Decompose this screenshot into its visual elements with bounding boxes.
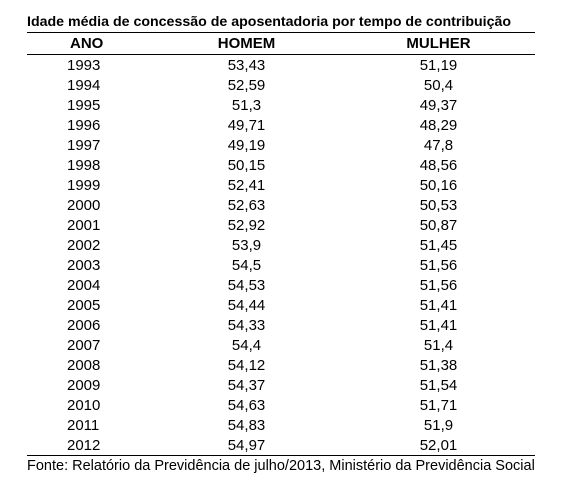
cell-homem: 54,4 (231, 336, 262, 354)
source-note: Fonte: Relatório da Previdência de julho… (27, 458, 535, 474)
cell-mulher: 51,4 (423, 336, 454, 354)
cell-ano: 1993 (67, 56, 101, 74)
table-row: 2006 54,33 51,41 (27, 315, 535, 335)
data-table: ANO HOMEM MULHER 1993 53,43 51,19 1994 52,59… (27, 33, 535, 456)
table-title: Idade média de concessão de aposentadori… (27, 13, 535, 33)
cell-homem: 54,63 (227, 396, 266, 414)
cell-mulher: 50,16 (419, 176, 458, 194)
cell-mulher: 51,71 (419, 396, 458, 414)
cell-mulher: 52,01 (342, 435, 535, 456)
table-row: 2009 54,37 51,54 (27, 375, 535, 395)
cell-homem: 52,59 (227, 76, 266, 94)
cell-homem: 52,92 (227, 216, 266, 234)
table-row: 1999 52,41 50,16 (27, 175, 535, 195)
cell-homem: 54,83 (227, 416, 266, 434)
table-row: 1998 50,15 48,56 (27, 155, 535, 175)
table-row: 1996 49,71 48,29 (27, 115, 535, 135)
cell-homem: 54,33 (227, 316, 266, 334)
cell-mulher: 51,41 (419, 296, 458, 314)
cell-homem: 54,44 (227, 296, 266, 314)
cell-homem: 53,9 (231, 236, 262, 254)
cell-homem: 52,63 (227, 196, 266, 214)
cell-ano: 2004 (67, 276, 101, 294)
cell-ano: 2009 (67, 376, 101, 394)
table-row: 1993 53,43 51,19 (27, 55, 535, 76)
cell-ano: 2007 (67, 336, 101, 354)
cell-ano: 2012 (27, 435, 151, 456)
cell-ano: 2011 (67, 416, 100, 434)
cell-ano: 1994 (67, 76, 101, 94)
header-homem: HOMEM (151, 33, 342, 55)
table-row: 2001 52,92 50,87 (27, 215, 535, 235)
cell-homem: 54,12 (227, 356, 266, 374)
cell-mulher: 49,37 (419, 96, 458, 114)
cell-mulher: 51,9 (423, 416, 454, 434)
cell-ano: 1998 (67, 156, 101, 174)
table-row: 1994 52,59 50,4 (27, 75, 535, 95)
header-ano: ANO (27, 33, 151, 55)
cell-ano: 2005 (67, 296, 101, 314)
table-row: 2010 54,63 51,71 (27, 395, 535, 415)
cell-homem: 54,53 (227, 276, 266, 294)
cell-ano: 1999 (67, 176, 101, 194)
cell-mulher: 51,54 (419, 376, 458, 394)
table-row: 2012 54,97 52,01 (27, 435, 535, 456)
cell-ano: 2008 (67, 356, 101, 374)
cell-homem: 54,5 (231, 256, 262, 274)
cell-mulher: 50,87 (419, 216, 458, 234)
cell-mulher: 48,56 (419, 156, 458, 174)
cell-homem: 51,3 (231, 96, 262, 114)
cell-ano: 2010 (67, 396, 101, 414)
table-row: 2003 54,5 51,56 (27, 255, 535, 275)
cell-homem: 54,37 (227, 376, 266, 394)
cell-mulher: 51,38 (419, 356, 458, 374)
cell-mulher: 51,41 (419, 316, 458, 334)
table-row: 1997 49,19 47,8 (27, 135, 535, 155)
cell-ano: 2006 (67, 316, 101, 334)
cell-mulher: 51,56 (419, 276, 458, 294)
table-header: ANO HOMEM MULHER (27, 33, 535, 55)
cell-ano: 2000 (67, 196, 101, 214)
cell-mulher: 50,53 (419, 196, 458, 214)
document: Idade média de concessão de aposentadori… (27, 13, 535, 474)
cell-mulher: 51,45 (419, 236, 458, 254)
cell-ano: 1996 (67, 116, 101, 134)
cell-ano: 1997 (67, 136, 101, 154)
header-row: ANO HOMEM MULHER (27, 33, 535, 55)
cell-homem: 49,71 (227, 116, 266, 134)
cell-homem: 49,19 (227, 136, 266, 154)
cell-mulher: 48,29 (419, 116, 458, 134)
table-row: 2008 54,12 51,38 (27, 355, 535, 375)
table-row: 2000 52,63 50,53 (27, 195, 535, 215)
table-row: 2011 54,83 51,9 (27, 415, 535, 435)
table-body: 1993 53,43 51,19 1994 52,59 50,4 1995 51,3 49,37… (27, 55, 535, 456)
table-row: 2007 54,4 51,4 (27, 335, 535, 355)
header-mulher: MULHER (342, 33, 535, 55)
cell-ano: 1995 (67, 96, 101, 114)
table-row: 2004 54,53 51,56 (27, 275, 535, 295)
cell-ano: 2002 (67, 236, 101, 254)
table-row: 2005 54,44 51,41 (27, 295, 535, 315)
cell-homem: 53,43 (227, 56, 266, 74)
cell-ano: 2001 (67, 216, 101, 234)
table-row: 1995 51,3 49,37 (27, 95, 535, 115)
cell-homem: 52,41 (227, 176, 266, 194)
cell-ano: 2003 (67, 256, 101, 274)
cell-homem: 50,15 (227, 156, 266, 174)
cell-mulher: 50,4 (423, 76, 454, 94)
cell-homem: 54,97 (151, 435, 342, 456)
cell-mulher: 51,56 (419, 256, 458, 274)
cell-mulher: 51,19 (419, 56, 458, 74)
cell-mulher: 47,8 (423, 136, 454, 154)
table-row: 2002 53,9 51,45 (27, 235, 535, 255)
